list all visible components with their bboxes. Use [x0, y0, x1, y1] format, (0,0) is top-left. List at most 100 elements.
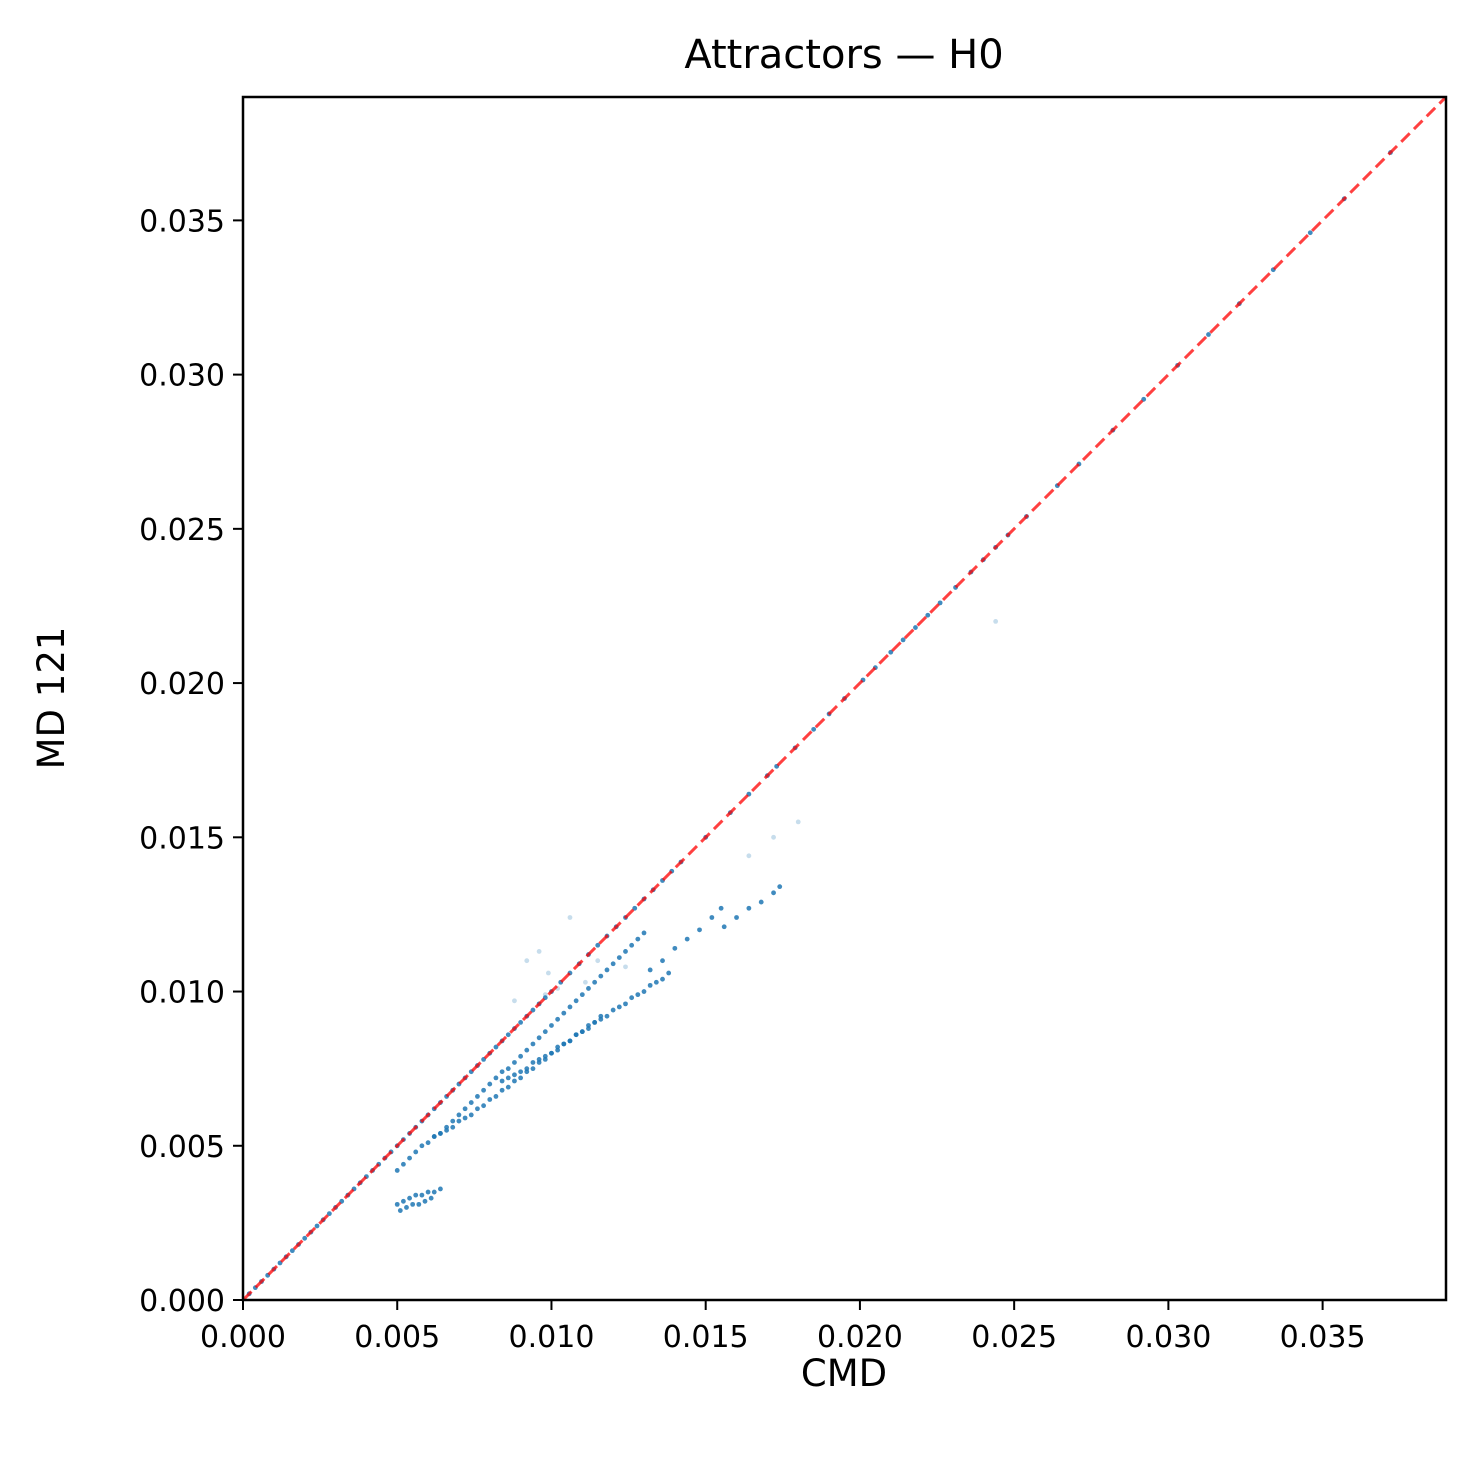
data-point: [629, 942, 635, 948]
data-point: [450, 1118, 456, 1124]
data-point: [545, 970, 551, 976]
x-tick-label: 0.035: [1280, 1320, 1366, 1355]
data-point: [530, 1060, 536, 1065]
data-point: [487, 1097, 493, 1102]
data-point: [567, 1038, 573, 1044]
data-point: [1141, 396, 1147, 402]
data-point: [937, 600, 943, 606]
x-axis-ticks: 0.000 0.005 0.010 0.015 0.020 0.025 0.030 0.035: [200, 1300, 1366, 1355]
data-point: [499, 1087, 505, 1093]
data-point: [518, 1019, 524, 1025]
data-point: [425, 1140, 431, 1146]
data-point: [758, 899, 764, 905]
data-point: [481, 1057, 486, 1062]
data-point: [672, 945, 678, 951]
data-point: [746, 905, 752, 911]
data-point: [438, 1131, 443, 1136]
data-point: [518, 1075, 524, 1081]
data-point: [777, 884, 783, 890]
data-point: [718, 905, 724, 911]
data-point: [888, 649, 894, 655]
data-point: [407, 1195, 412, 1201]
data-point: [666, 970, 672, 976]
data-point: [499, 1069, 505, 1075]
data-point: [623, 949, 628, 954]
plot-frame: [241, 95, 1448, 1302]
data-point: [573, 998, 579, 1004]
data-point: [592, 979, 598, 985]
data-point: [536, 949, 542, 954]
data-point: [567, 915, 573, 920]
data-point: [524, 1047, 530, 1053]
x-tick-label: 0.020: [817, 1320, 903, 1355]
data-point: [734, 915, 739, 920]
data-point: [900, 637, 906, 643]
y-tick-label: 0.020: [139, 667, 225, 702]
data-point: [524, 958, 530, 964]
x-tick-label: 0.030: [1125, 1320, 1211, 1355]
data-point: [530, 1066, 536, 1072]
data-point: [512, 998, 517, 1004]
data-point: [598, 1016, 604, 1022]
reference-line: [241, 95, 1448, 1302]
data-point: [641, 989, 647, 994]
data-point: [582, 979, 588, 985]
data-point: [450, 1124, 456, 1130]
data-point: [1206, 332, 1211, 337]
data-point: [771, 890, 776, 896]
y-tick-label: 0.015: [139, 821, 225, 856]
data-point: [610, 961, 616, 967]
data-point: [660, 958, 665, 964]
data-point: [413, 1149, 419, 1155]
data-point: [456, 1112, 462, 1118]
data-point: [505, 1032, 511, 1038]
data-point: [401, 1198, 406, 1204]
data-point: [416, 1201, 422, 1207]
data-point: [632, 905, 638, 911]
data-point: [647, 982, 653, 988]
data-point: [771, 834, 776, 840]
data-point: [394, 1168, 400, 1173]
data-point: [641, 930, 647, 936]
data-point: [555, 1044, 561, 1050]
data-point: [623, 1001, 628, 1007]
data-point: [604, 967, 610, 973]
x-axis-title: CMD: [801, 1352, 887, 1395]
data-point: [635, 936, 641, 942]
data-point: [542, 992, 548, 998]
data-point: [302, 1235, 308, 1241]
data-point: [913, 625, 918, 630]
data-point: [586, 986, 591, 991]
data-point: [629, 995, 635, 1001]
y-tick-label: 0.005: [139, 1130, 225, 1165]
data-point: [493, 1075, 499, 1081]
data-point: [456, 1118, 462, 1124]
x-tick-label: 0.010: [509, 1320, 595, 1355]
data-point: [475, 1106, 480, 1112]
data-point: [462, 1106, 468, 1112]
data-point: [811, 726, 817, 732]
data-point: [289, 1248, 295, 1254]
data-point: [493, 1094, 499, 1099]
y-tick-label: 0.000: [139, 1284, 225, 1319]
data-point: [413, 1192, 419, 1198]
data-point: [595, 942, 601, 948]
y-tick-label: 0.030: [139, 359, 225, 394]
data-point: [518, 1069, 524, 1075]
data-point: [697, 927, 702, 933]
data-point: [431, 1134, 437, 1139]
data-point: [524, 1066, 530, 1072]
data-point: [993, 618, 999, 624]
data-point: [653, 979, 659, 985]
data-point: [746, 853, 752, 859]
data-point: [616, 1004, 622, 1010]
data-point: [487, 1081, 493, 1087]
x-tick-label: 0.025: [971, 1320, 1057, 1355]
x-tick-label: 0.005: [354, 1320, 440, 1355]
data-point: [419, 1143, 425, 1149]
data-point: [684, 936, 690, 942]
data-point: [567, 1004, 573, 1010]
data-point: [598, 973, 604, 979]
data-point: [530, 1007, 536, 1013]
